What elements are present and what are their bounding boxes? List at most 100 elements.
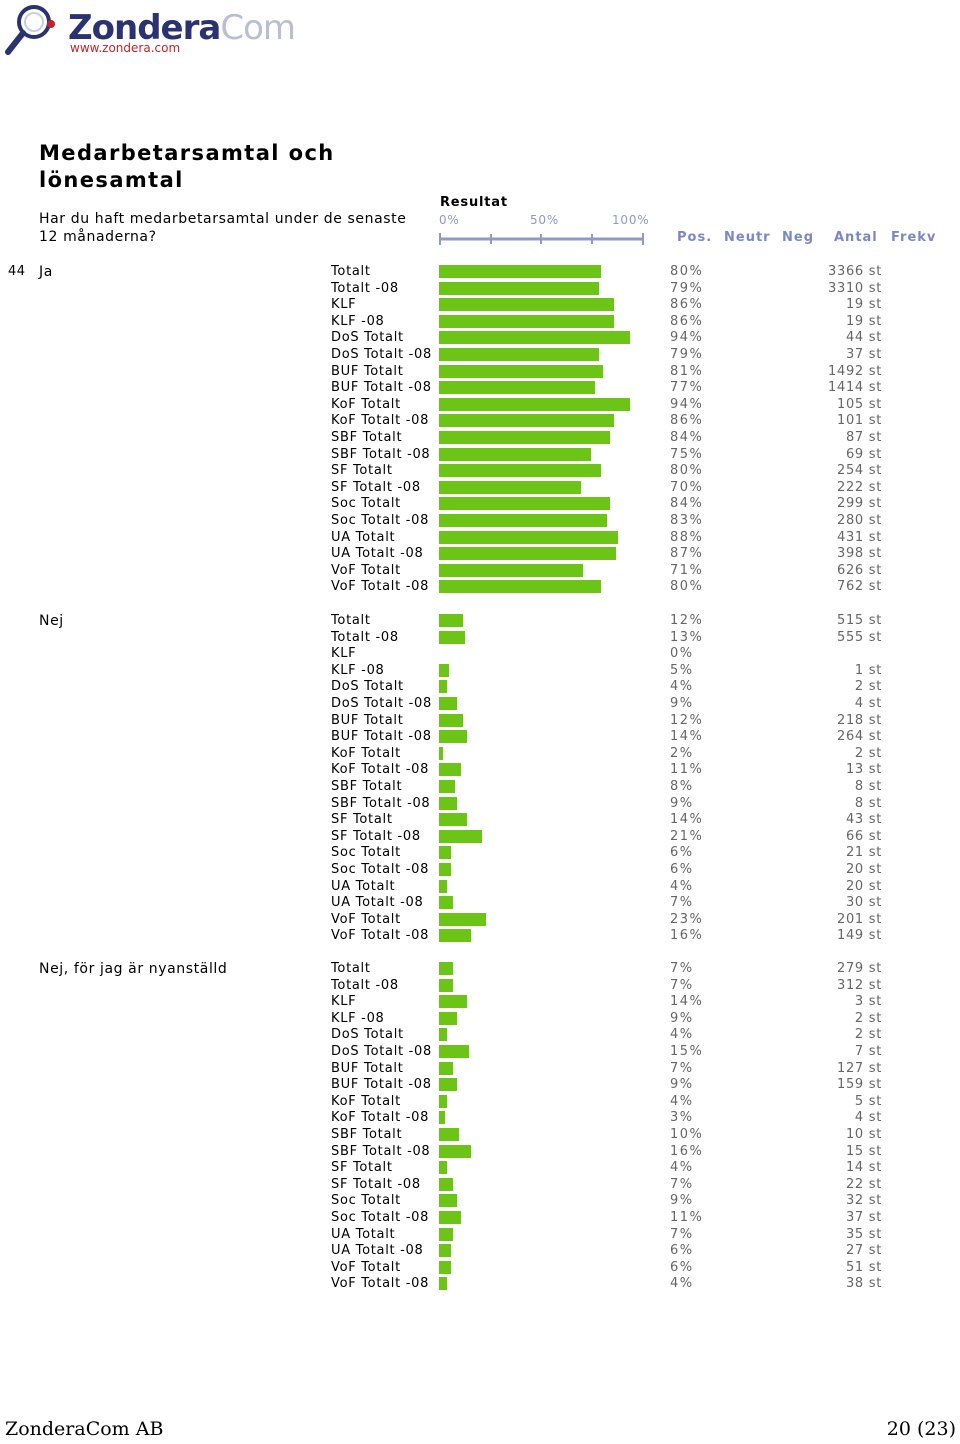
bar [439,1128,460,1141]
chart-row: SF Totalt -08 21% 66 st [0,829,960,845]
percent-value: 8% [670,779,694,794]
bar [439,829,482,843]
count-value: 149 st [836,928,882,944]
count-value: 14 st [845,1160,882,1176]
percent-value: 7% [670,961,694,976]
scale-label-50: 50% [530,213,560,227]
chart-row: KoF Totalt -08 86% 101 st [0,413,960,429]
count-value: 20 st [845,878,882,894]
count-value: 5 st [854,1093,882,1109]
percent-value: 86% [670,297,704,313]
bar [439,780,456,793]
chart-row: KoF Totalt 4% 5 st [0,1094,960,1110]
bar [439,1045,470,1058]
bar [439,763,462,777]
bar [439,265,602,278]
group-label: KoF Totalt -08 [331,1110,430,1126]
percent-value: 80% [670,463,704,479]
percent-value: 88% [670,529,704,545]
group-label: BUF Totalt -08 [331,729,432,745]
percent-value: 6% [670,862,694,877]
count-value: 27 st [845,1243,882,1259]
group-label: SF Totalt [331,463,393,479]
chart-row: BUF Totalt -08 77% 1414 st [0,380,960,396]
bar [439,962,454,975]
percent-value: 14% [670,729,704,745]
percent-value: 86% [670,413,704,429]
percent-value: 16% [670,1143,704,1159]
percent-value: 84% [670,430,704,445]
percent-value: 7% [670,977,694,993]
percent-value: 80% [670,579,704,595]
bar [439,663,450,677]
bar [439,1144,472,1158]
chart-row: BUF Totalt 12% 218 st [0,713,960,729]
group-label: VoF Totalt [331,911,401,927]
group-label: Totalt -08 [331,629,399,645]
group-label: DoS Totalt [331,330,404,346]
group-label: Soc Totalt [331,496,401,512]
group-label: SF Totalt [331,1160,393,1176]
count-value: 3366 st [828,264,882,279]
bar [439,1227,454,1241]
count-value: 66 st [845,828,882,844]
percent-value: 21% [670,828,704,844]
question-number: 44 [8,264,26,279]
bar [439,1061,454,1075]
chart-row: DoS Totalt -08 9% 4 st [0,696,960,712]
group-label: SF Totalt -08 [331,1176,421,1192]
chart-row: KoF Totalt 94% 105 st [0,397,960,413]
count-value: 8 st [854,779,882,794]
chart-row: Soc Totalt -08 83% 280 st [0,513,960,529]
percent-value: 80% [670,264,704,279]
group-label: VoF Totalt -08 [331,1276,430,1292]
logo-wordmark: ZonderaCom [68,8,296,48]
logo-url: www.zondera.com [70,41,181,55]
chart-row: KLF 86% 19 st [0,297,960,313]
group-label: UA Totalt [331,1226,396,1242]
chart-row: SF Totalt 14% 43 st [0,812,960,828]
chart-row: UA Totalt -08 6% 27 st [0,1243,960,1259]
percent-value: 4% [670,1027,694,1043]
count-value: 35 st [845,1226,882,1242]
percent-value: 71% [670,562,704,578]
bar [439,447,592,461]
count-value: 222 st [836,479,882,495]
group-label: Totalt [331,264,371,279]
count-value: 8 st [854,795,882,811]
bar [439,896,454,910]
question-text: Har du haft medarbetarsamtal under de se… [39,211,407,245]
answer-label: Nej, för jag är nyanställd [39,961,228,977]
chart-row: KLF 0% [0,646,960,662]
percent-value: 9% [670,795,694,811]
percent-value: 4% [670,1276,694,1292]
count-value: 555 st [836,629,882,645]
count-value: 515 st [836,613,882,628]
count-value: 19 st [845,313,882,329]
percent-value: 9% [670,696,694,711]
percent-value: 9% [670,1077,694,1093]
percent-value: 6% [670,1259,694,1275]
percent-value: 11% [670,762,704,778]
count-value: 3310 st [828,280,882,296]
chart-row: DoS Totalt -08 15% 7 st [0,1044,960,1060]
page-title: Medarbetarsamtal och lönesamtal [39,141,335,192]
percent-value: 9% [670,1010,694,1026]
column-frekv: Frekv [891,230,937,245]
percent-value: 94% [670,330,704,346]
column-pos: Pos. [677,230,713,245]
count-value: 1492 st [828,363,882,379]
group-label: SBF Totalt -08 [331,446,431,462]
bar [439,879,448,893]
chart-row: KLF -08 9% 2 st [0,1011,960,1027]
group-label: Soc Totalt -08 [331,513,430,528]
bar [439,1094,448,1108]
group-label: VoF Totalt -08 [331,579,430,595]
percent-value: 3% [670,1110,694,1126]
group-label: SBF Totalt -08 [331,1143,431,1159]
bar [439,796,458,810]
group-label: UA Totalt -08 [331,895,424,911]
percent-value: 83% [670,513,704,528]
bar [439,314,614,328]
count-value: 2 st [854,1027,882,1043]
